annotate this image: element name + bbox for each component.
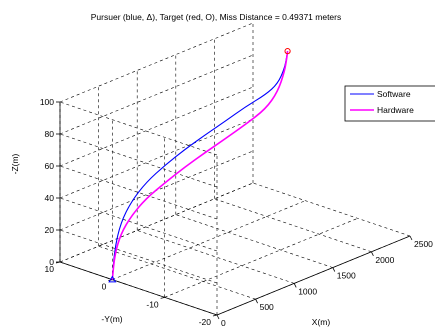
- floor-gridline-x: [252, 182, 411, 237]
- pursuer-marker: [108, 275, 117, 283]
- axes-layer: [59, 102, 411, 316]
- legend: Software Hardware: [344, 85, 435, 122]
- series-line-hardware: [111, 51, 289, 280]
- back-wall-gridline-z: [59, 22, 254, 103]
- z-tick-label: 60: [45, 161, 55, 171]
- series-layer: [111, 51, 289, 280]
- y-axis-label: -Y(m): [101, 314, 122, 324]
- back-wall-gridline-z: [59, 86, 254, 167]
- x-tick-label: 500: [260, 302, 274, 312]
- y-tick-mark: [160, 296, 165, 299]
- x-axis-label: X(m): [312, 317, 331, 327]
- z-axis-label: -Z(m): [10, 153, 20, 174]
- left-wall-gridline-z: [59, 133, 218, 188]
- left-wall-gridline-z: [59, 101, 218, 156]
- chart-title: Pursuer (blue, Δ), Target (red, O), Miss…: [91, 12, 341, 22]
- x-tick-label: 1000: [298, 286, 317, 296]
- x-tick-label: 2500: [414, 239, 433, 249]
- left-wall-gridline-z: [59, 229, 218, 284]
- target-marker: [284, 48, 291, 55]
- floor-gridline-x: [214, 198, 372, 253]
- y-tick-label: -10: [146, 299, 159, 309]
- legend-label-software: Software: [377, 89, 411, 99]
- floor-gridline-x: [98, 245, 256, 300]
- y-tick-label: 0: [102, 282, 107, 292]
- x-axis-line: [216, 235, 411, 316]
- x-tick-label: 0: [221, 318, 226, 328]
- x-tick-label: 1500: [337, 271, 356, 281]
- floor-gridline-y: [164, 218, 358, 298]
- z-tick-label: 40: [45, 193, 55, 203]
- x-tick-label: 2000: [375, 255, 394, 265]
- legend-box: [344, 85, 435, 122]
- series-line-software: [111, 51, 289, 280]
- y-tick-mark: [212, 314, 218, 317]
- y-tick-label: -20: [199, 317, 212, 327]
- x-tick-mark: [216, 314, 220, 320]
- ticks-layer: 05001000150020002500-20-1001002040608010…: [40, 97, 433, 328]
- z-tick-label: 80: [45, 129, 55, 139]
- x-tick-mark: [255, 299, 258, 304]
- left-wall-gridline-z: [59, 165, 218, 220]
- x-tick-mark: [409, 235, 413, 241]
- z-tick-label: 100: [40, 97, 54, 107]
- legend-label-hardware: Hardware: [377, 105, 414, 115]
- floor-gridline-x: [137, 230, 295, 284]
- left-wall-gridline-z: [59, 197, 218, 252]
- z-tick-label: 0: [49, 257, 54, 267]
- x-tick-mark: [371, 251, 374, 256]
- marker-layer: [108, 48, 291, 283]
- back-wall-gridline-z: [59, 118, 254, 199]
- floor-gridline-y: [112, 200, 306, 280]
- x-tick-mark: [332, 267, 336, 272]
- floor-gridline-x: [175, 214, 333, 268]
- back-wall-gridline-z: [59, 54, 254, 135]
- y-tick-label: 10: [45, 264, 55, 274]
- back-wall-gridline-z: [59, 182, 254, 263]
- y-axis-line: [59, 261, 218, 316]
- x-tick-mark: [293, 283, 297, 288]
- z-tick-label: 20: [45, 225, 55, 235]
